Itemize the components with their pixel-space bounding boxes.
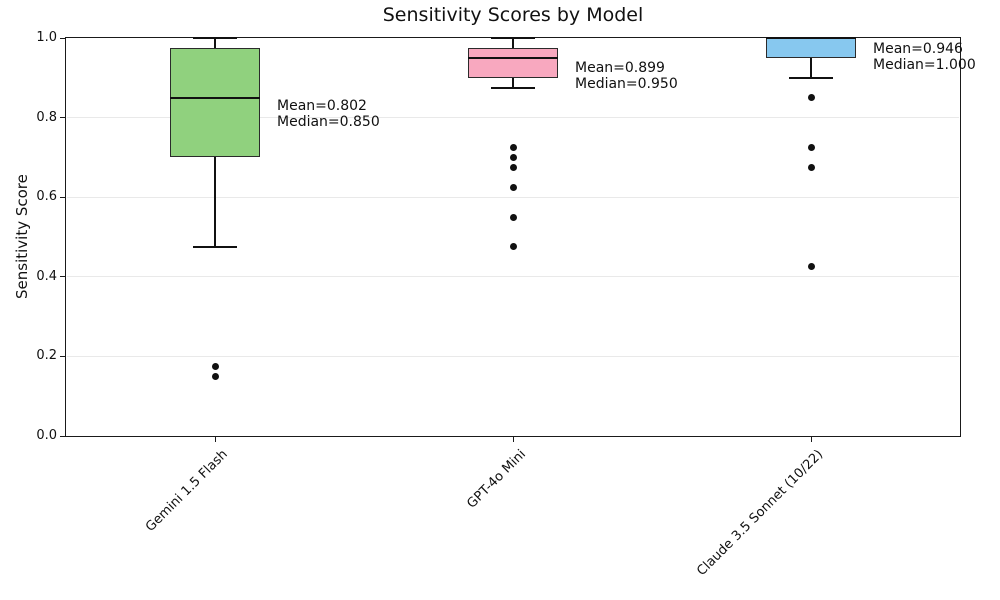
y-tick-mark — [60, 355, 65, 357]
upper-whisker-cap — [193, 37, 237, 39]
y-tick-label: 0.8 — [36, 109, 57, 125]
upper-whisker — [214, 38, 216, 48]
x-tick-label: Claude 3.5 Sonnet (10/22) — [694, 447, 827, 579]
stats-annotation: Mean=0.802 Median=0.850 — [277, 98, 380, 130]
y-tick-label: 1.0 — [36, 30, 57, 45]
upper-whisker — [512, 38, 514, 48]
outlier-dot — [509, 183, 517, 191]
outlier-dot — [509, 143, 517, 151]
y-axis-label: Sensitivity Score — [13, 174, 31, 300]
gridline — [67, 196, 959, 198]
median-line — [766, 37, 856, 39]
y-tick-label: 0.2 — [36, 348, 57, 364]
gridline — [67, 117, 959, 119]
x-tick-label: Gemini 1.5 Flash — [142, 447, 231, 535]
outlier-dot — [211, 372, 219, 380]
box-gemini-1-5-flash — [170, 47, 260, 158]
gridline — [67, 276, 959, 278]
y-tick-label: 0.0 — [36, 428, 57, 443]
outlier-dot — [211, 362, 219, 370]
outlier-dot — [807, 143, 815, 151]
x-tick-mark — [512, 437, 514, 442]
lower-whisker — [810, 57, 812, 78]
upper-whisker-cap — [491, 37, 535, 39]
outlier-dot — [807, 94, 815, 102]
y-tick-label: 0.6 — [36, 189, 57, 205]
lower-whisker — [512, 77, 514, 88]
stats-annotation-line: Mean=0.802 — [277, 98, 367, 115]
lower-whisker — [214, 157, 216, 247]
outlier-dot — [509, 213, 517, 221]
lower-whisker-cap — [789, 77, 833, 79]
chart-title: Sensitivity Scores by Model — [382, 4, 644, 26]
y-tick-mark — [60, 37, 65, 39]
outlier-dot — [807, 263, 815, 271]
stats-annotation-line: Mean=0.946 — [873, 40, 963, 57]
outlier-dot — [509, 243, 517, 251]
outlier-dot — [509, 163, 517, 171]
x-tick-label: GPT-4o Mini — [463, 447, 529, 512]
x-tick-mark — [810, 437, 812, 442]
box-gpt-4o-mini — [468, 47, 558, 78]
stats-annotation: Mean=0.946 Median=1.000 — [873, 41, 976, 73]
stats-annotation-line: Median=0.850 — [277, 114, 380, 131]
stats-annotation-line: Median=1.000 — [873, 56, 976, 73]
outlier-dot — [509, 153, 517, 161]
outlier-dot — [807, 163, 815, 171]
y-tick-mark — [60, 196, 65, 198]
stats-annotation-line: Median=0.950 — [575, 75, 678, 92]
y-tick-label: 0.4 — [36, 268, 57, 284]
stats-annotation-line: Mean=0.899 — [575, 59, 665, 76]
lower-whisker-cap — [491, 87, 535, 89]
stats-annotation: Mean=0.899 Median=0.950 — [575, 60, 678, 92]
box-claude-3-5-sonnet-10-22- — [766, 38, 856, 58]
median-line — [468, 56, 558, 59]
x-tick-mark — [214, 437, 216, 442]
lower-whisker-cap — [193, 246, 237, 248]
y-tick-mark — [60, 435, 65, 437]
y-tick-mark — [60, 276, 65, 278]
y-tick-mark — [60, 117, 65, 119]
gridline — [67, 355, 959, 357]
median-line — [170, 96, 260, 99]
